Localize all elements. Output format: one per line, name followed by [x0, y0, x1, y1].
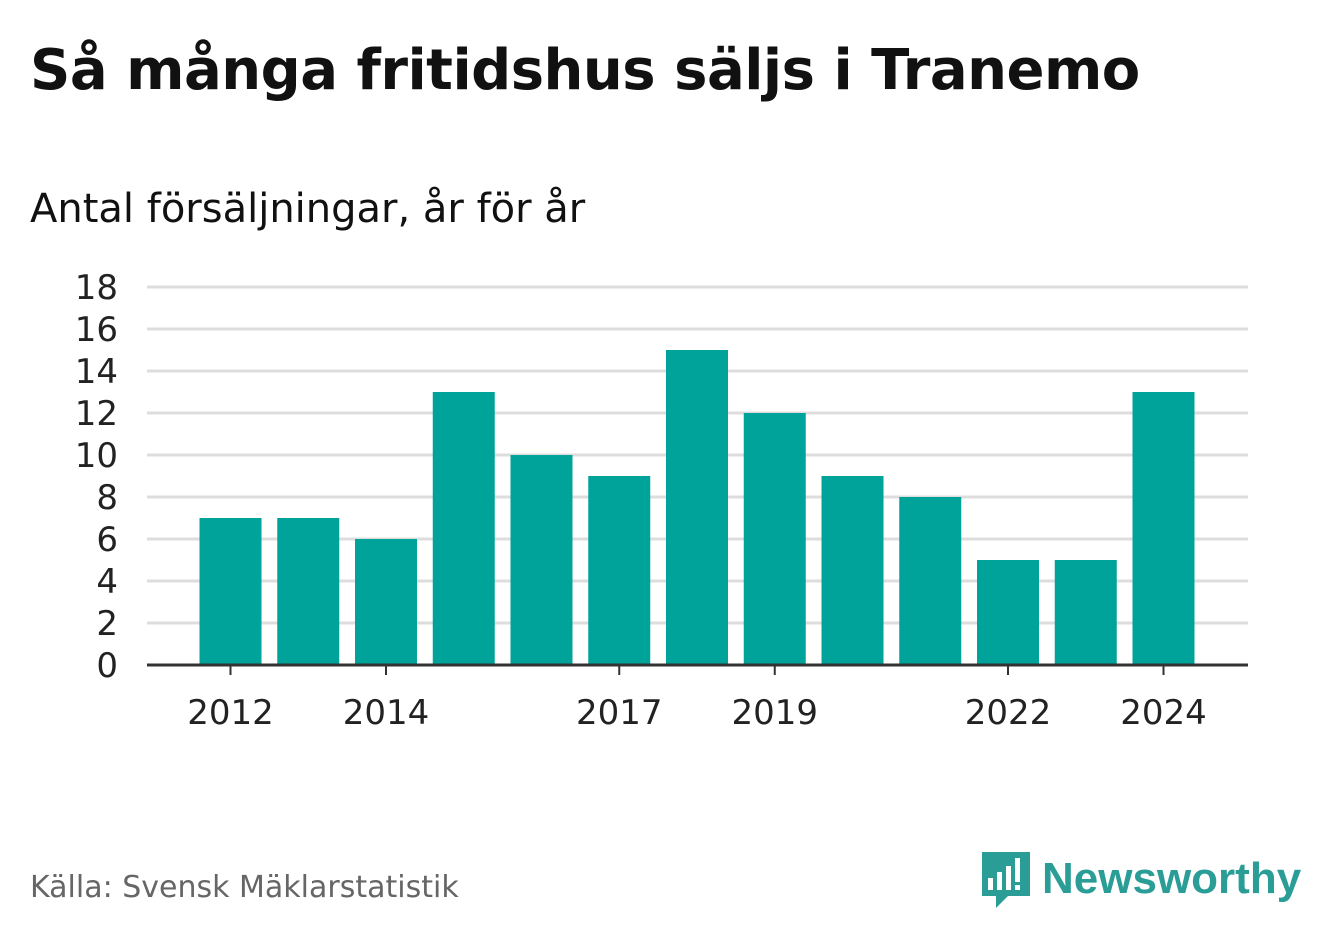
x-tick-label: 2017: [576, 693, 663, 733]
bar-2013: [277, 518, 340, 665]
bar-2014: [355, 539, 417, 665]
brand-logo: Newsworthy: [978, 848, 1301, 910]
chart-title: Så många fritidshus säljs i Tranemo: [30, 38, 1140, 103]
y-tick-label: 0: [96, 646, 118, 686]
x-tick-label: 2024: [1120, 693, 1207, 733]
y-tick-label: 6: [96, 520, 118, 560]
source-note: Källa: Svensk Mäklarstatistik: [30, 870, 459, 905]
bar-2024: [1132, 392, 1195, 665]
bar-2017: [588, 476, 651, 665]
y-tick-label: 12: [75, 394, 118, 434]
y-tick-label: 10: [75, 436, 118, 476]
x-axis: 2012 2014 2017 2019 2022 2024: [147, 663, 1248, 733]
bar-2018: [666, 350, 728, 665]
newsworthy-icon: [982, 852, 1030, 908]
y-tick-label: 16: [75, 310, 118, 350]
y-tick-label: 8: [96, 478, 118, 518]
bar-2019: [743, 413, 806, 665]
x-tick-label: 2022: [965, 693, 1052, 733]
y-tick-label: 18: [75, 268, 118, 308]
chart-subtitle: Antal försäljningar, år för år: [30, 186, 586, 232]
x-tick-label: 2012: [187, 693, 274, 733]
y-tick-label: 14: [75, 352, 118, 392]
brand-name: Newsworthy: [1042, 854, 1302, 903]
y-tick-label: 2: [96, 604, 118, 644]
bar-2020: [821, 476, 884, 665]
bar-2016: [510, 455, 573, 665]
x-tick-label: 2019: [731, 693, 818, 733]
bar-2023: [1054, 560, 1117, 665]
x-tick-label: 2014: [343, 693, 430, 733]
bar-2021: [899, 497, 962, 665]
bar-2022: [977, 560, 1039, 665]
bar-2012: [199, 518, 262, 665]
bar-2015: [432, 392, 495, 665]
bars: [199, 350, 1195, 665]
y-tick-label: 4: [96, 562, 118, 602]
